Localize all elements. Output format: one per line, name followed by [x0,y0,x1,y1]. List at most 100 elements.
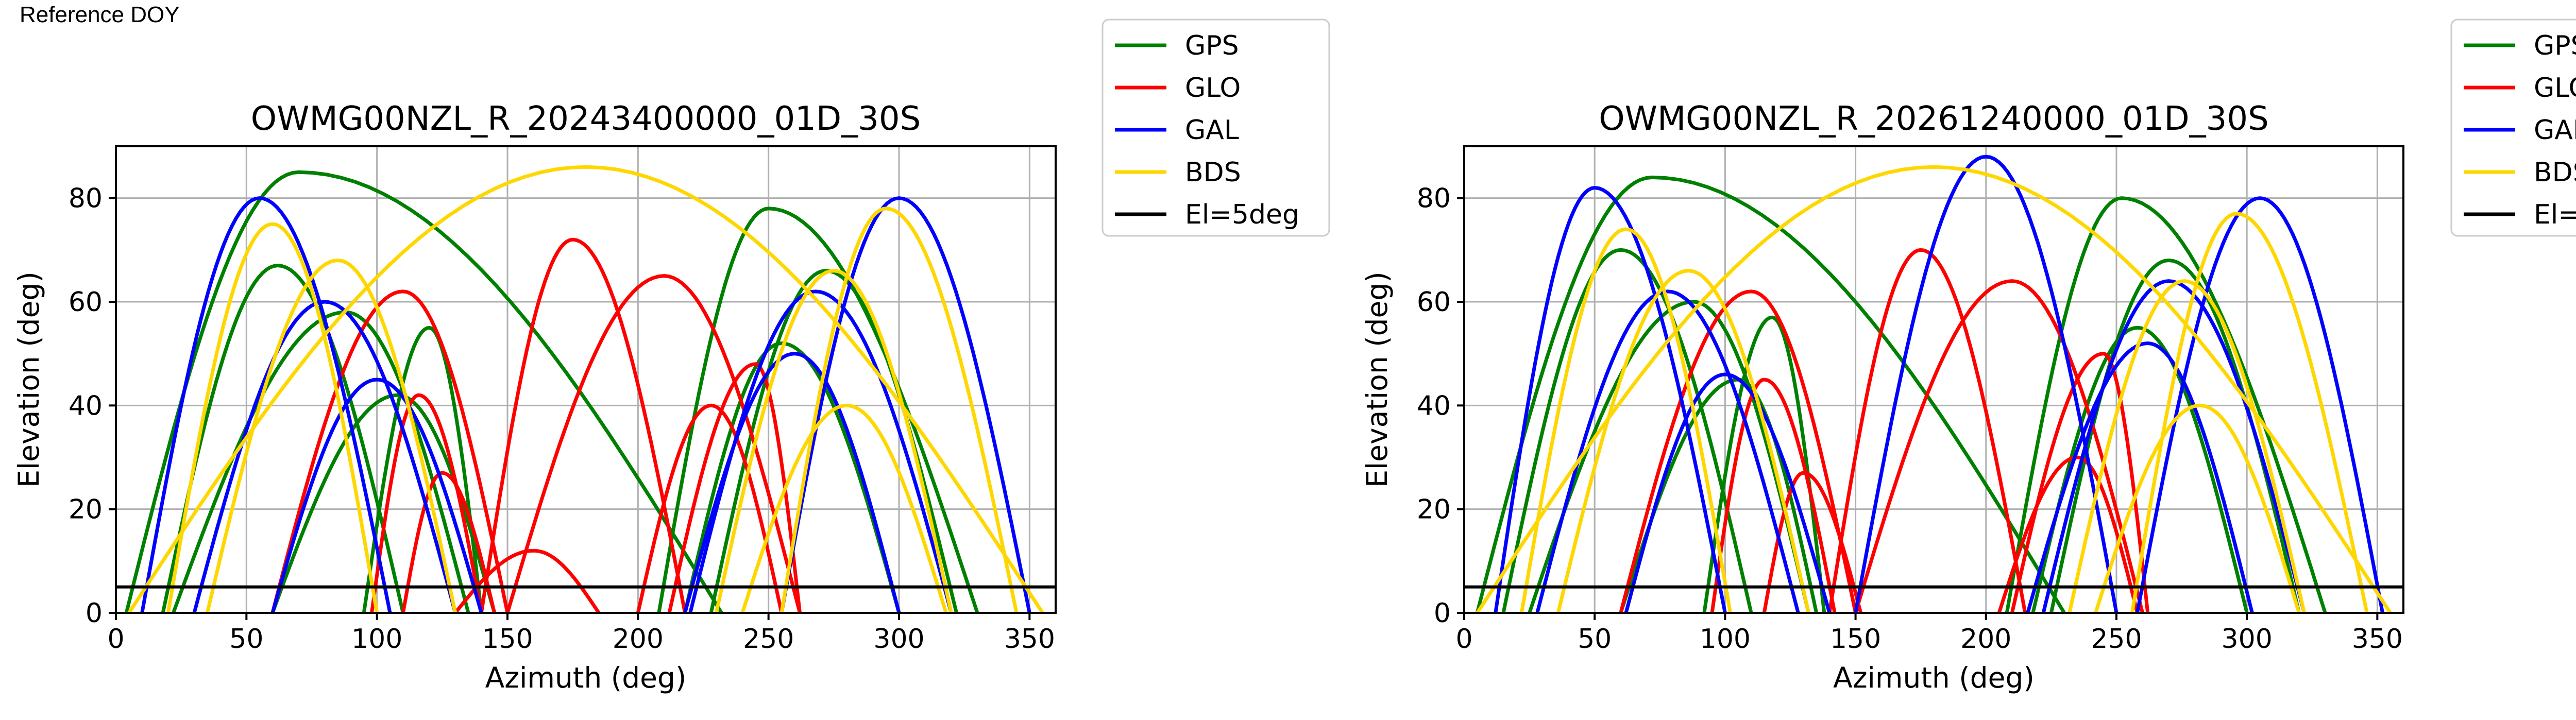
legend-label: GLO [1185,73,1241,104]
axes-frame [115,145,1057,614]
legend-label: GAL [2534,115,2576,146]
track-gal [270,378,483,613]
legend-label: GPS [1185,30,1239,61]
track-glo [453,548,601,613]
x-tick-label: 300 [2222,624,2273,655]
y-axis-title: Elevation (deg) [1361,271,1394,488]
legend-label: GPS [2534,30,2576,61]
track-bds [127,165,1045,613]
x-tick-label: 250 [2091,624,2142,655]
track-gal [192,300,457,613]
y-axis-title: Elevation (deg) [12,271,45,488]
track-glo [636,403,784,613]
track-gal [683,352,901,613]
track-gps [1475,175,2066,613]
track-glo [401,471,497,613]
x-tick-label: 200 [613,624,664,655]
track-gps [1702,315,1826,613]
track-gps [2005,196,2327,613]
track-glo [1710,378,1837,613]
track-gal [2136,196,2384,613]
chart-panel-right: 0 50 100 150 200 250 300 350 0 20 40 60 80 Azimuth (d… [1361,19,2576,694]
x-axis-title: Azimuth (deg) [485,661,687,694]
legend-label: BDS [1185,157,1241,188]
track-glo [667,362,802,613]
y-tick-label: 20 [69,494,103,525]
track-gps [362,325,483,613]
x-tick-label: 100 [351,624,402,655]
y-tick-label: 0 [86,598,103,629]
x-tick-label: 50 [1578,624,1612,655]
plot-area [1475,155,2393,613]
y-tick-label: 60 [1417,287,1451,318]
track-gps [161,263,405,613]
track-glo [1854,279,2145,613]
y-tick-label: 40 [1417,390,1451,421]
track-glo [270,289,510,613]
track-glo [479,237,687,613]
track-gal [2026,341,2254,613]
track-gps [124,170,723,613]
track-bds [740,403,948,613]
track-gal [1494,185,1727,613]
track-glo [1827,248,2027,613]
x-tick-label: 0 [107,624,124,655]
legend-label: BDS [2534,157,2576,188]
plot-area [124,165,1045,613]
x-tick-label: 350 [2352,624,2403,655]
track-glo [1997,455,2139,613]
track-gal [1854,155,2119,613]
track-gps [683,341,901,613]
legend: GPS GLO GAL BDS El=5deg [2450,19,2576,237]
x-tick-label: 350 [1004,624,1055,655]
track-bds [2130,212,2369,613]
legend-label: El=5deg [2534,199,2576,230]
y-tick-label: 80 [1417,183,1451,214]
track-gps [1501,248,1753,613]
axes-frame [1463,145,2404,614]
track-gal [1535,289,1800,613]
track-glo [370,393,483,613]
x-tick-label: 200 [1960,624,2011,655]
x-tick-label: 0 [1455,624,1472,655]
legend-box [2450,19,2576,237]
track-bds [779,207,1019,613]
track-bds [714,269,953,613]
track-glo [2010,352,2150,613]
track-bds [2067,279,2307,613]
track-gal [779,196,1031,613]
y-tick-label: 60 [69,287,103,318]
track-bds [1519,227,1732,613]
track-bds [1475,165,2393,613]
x-tick-label: 250 [743,624,794,655]
track-glo [1619,289,1858,613]
reference-doy-label: Reference DOY [20,2,180,27]
track-bds [2094,403,2301,613]
x-axis-title: Azimuth (deg) [1833,661,2035,694]
track-gal [1624,372,1832,613]
track-gps [1528,300,1810,613]
x-tick-label: 100 [1700,624,1751,655]
x-tick-label: 300 [873,624,924,655]
chart-title: OWMG00NZL_R_20243400000_01D_30S [251,100,921,138]
chart-title: OWMG00NZL_R_20261240000_01D_30S [1599,100,2268,138]
legend-label: El=5deg [1185,199,1299,230]
y-tick-label: 40 [69,390,103,421]
track-gal [688,289,953,613]
x-tick-label: 150 [482,624,533,655]
chart-panel-left: 0 50 100 150 200 250 300 350 0 20 40 60 80 Azimuth (d… [12,19,1330,694]
track-gps [2031,325,2249,613]
track-bds [205,258,457,613]
legend-box [1101,19,1330,237]
track-bds [1556,269,1810,613]
legend-label: GAL [1185,115,1239,146]
x-tick-label: 150 [1830,624,1881,655]
y-tick-label: 80 [69,183,103,214]
y-tick-label: 20 [1417,494,1451,525]
legend-label: GLO [2534,73,2576,104]
y-tick-label: 0 [1434,598,1451,629]
track-bds [166,222,379,613]
legend: GPS GLO GAL BDS El=5deg [1101,19,1330,237]
x-tick-label: 50 [229,624,263,655]
